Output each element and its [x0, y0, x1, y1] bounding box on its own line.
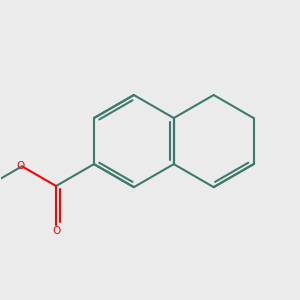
Text: O: O	[52, 226, 60, 236]
Text: O: O	[16, 161, 25, 171]
